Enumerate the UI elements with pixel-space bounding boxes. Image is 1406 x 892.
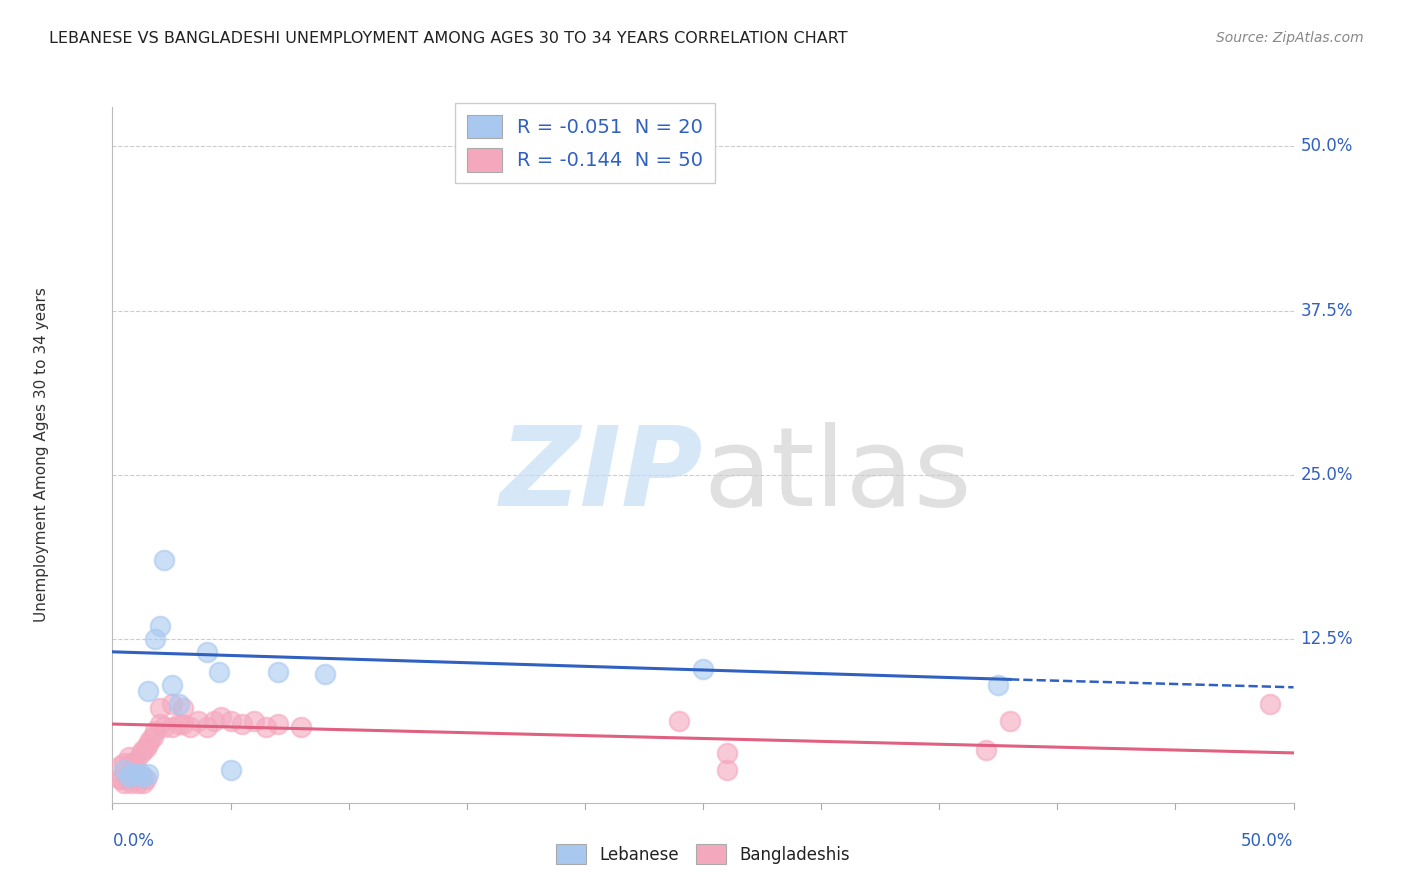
Text: 0.0%: 0.0%: [112, 831, 155, 850]
Point: [129, 746, 152, 760]
Point: [115, 772, 138, 787]
Point: [179, 720, 201, 734]
Legend: Lebanese, Bangladeshis: Lebanese, Bangladeshis: [550, 838, 856, 871]
Point: [136, 737, 159, 751]
Point: [716, 746, 738, 760]
Text: LEBANESE VS BANGLADESHI UNEMPLOYMENT AMONG AGES 30 TO 34 YEARS CORRELATION CHART: LEBANESE VS BANGLADESHI UNEMPLOYMENT AMO…: [49, 31, 848, 46]
Point: [160, 698, 183, 712]
Point: [136, 767, 159, 781]
Point: [111, 772, 134, 787]
Point: [122, 759, 145, 773]
Point: [172, 701, 194, 715]
Point: [122, 772, 145, 787]
Point: [186, 714, 208, 729]
Point: [219, 714, 242, 729]
Text: 12.5%: 12.5%: [1301, 630, 1353, 648]
Text: ZIP: ZIP: [499, 422, 703, 529]
Text: 50.0%: 50.0%: [1241, 831, 1294, 850]
Point: [314, 667, 336, 681]
Point: [112, 763, 135, 777]
Point: [716, 763, 738, 777]
Point: [108, 759, 131, 773]
Point: [160, 678, 183, 692]
Point: [118, 770, 141, 784]
Point: [195, 645, 218, 659]
Point: [135, 740, 157, 755]
Point: [149, 717, 172, 731]
Point: [120, 756, 142, 771]
Text: Unemployment Among Ages 30 to 34 years: Unemployment Among Ages 30 to 34 years: [34, 287, 49, 623]
Point: [112, 756, 135, 771]
Point: [290, 720, 312, 734]
Point: [219, 763, 242, 777]
Text: 25.0%: 25.0%: [1301, 466, 1353, 483]
Point: [118, 770, 141, 784]
Point: [202, 714, 225, 729]
Point: [149, 618, 172, 632]
Point: [125, 754, 148, 768]
Point: [112, 776, 135, 790]
Point: [998, 714, 1021, 729]
Text: 50.0%: 50.0%: [1301, 137, 1353, 155]
Point: [153, 720, 176, 734]
Point: [108, 772, 131, 787]
Point: [668, 714, 690, 729]
Point: [195, 720, 218, 734]
Point: [132, 776, 155, 790]
Point: [153, 553, 176, 567]
Point: [167, 698, 190, 712]
Point: [118, 749, 141, 764]
Text: Source: ZipAtlas.com: Source: ZipAtlas.com: [1216, 31, 1364, 45]
Point: [231, 717, 253, 731]
Point: [976, 743, 998, 757]
Point: [692, 662, 714, 676]
Point: [142, 730, 165, 744]
Point: [167, 717, 190, 731]
Point: [267, 665, 290, 679]
Point: [243, 714, 266, 729]
Point: [209, 710, 232, 724]
Point: [132, 770, 155, 784]
Point: [987, 678, 1010, 692]
Point: [135, 772, 157, 787]
Point: [254, 720, 277, 734]
Point: [132, 743, 155, 757]
Point: [136, 684, 159, 698]
Point: [208, 665, 231, 679]
Point: [139, 732, 162, 747]
Text: atlas: atlas: [703, 422, 972, 529]
Point: [143, 723, 166, 738]
Point: [129, 772, 152, 787]
Point: [143, 632, 166, 646]
Point: [120, 776, 142, 790]
Point: [127, 776, 149, 790]
Point: [120, 767, 142, 781]
Point: [1258, 698, 1281, 712]
Point: [129, 767, 152, 781]
Point: [125, 767, 148, 781]
Point: [125, 767, 148, 781]
Point: [160, 720, 183, 734]
Text: 37.5%: 37.5%: [1301, 301, 1353, 319]
Point: [267, 717, 290, 731]
Point: [149, 701, 172, 715]
Point: [172, 717, 194, 731]
